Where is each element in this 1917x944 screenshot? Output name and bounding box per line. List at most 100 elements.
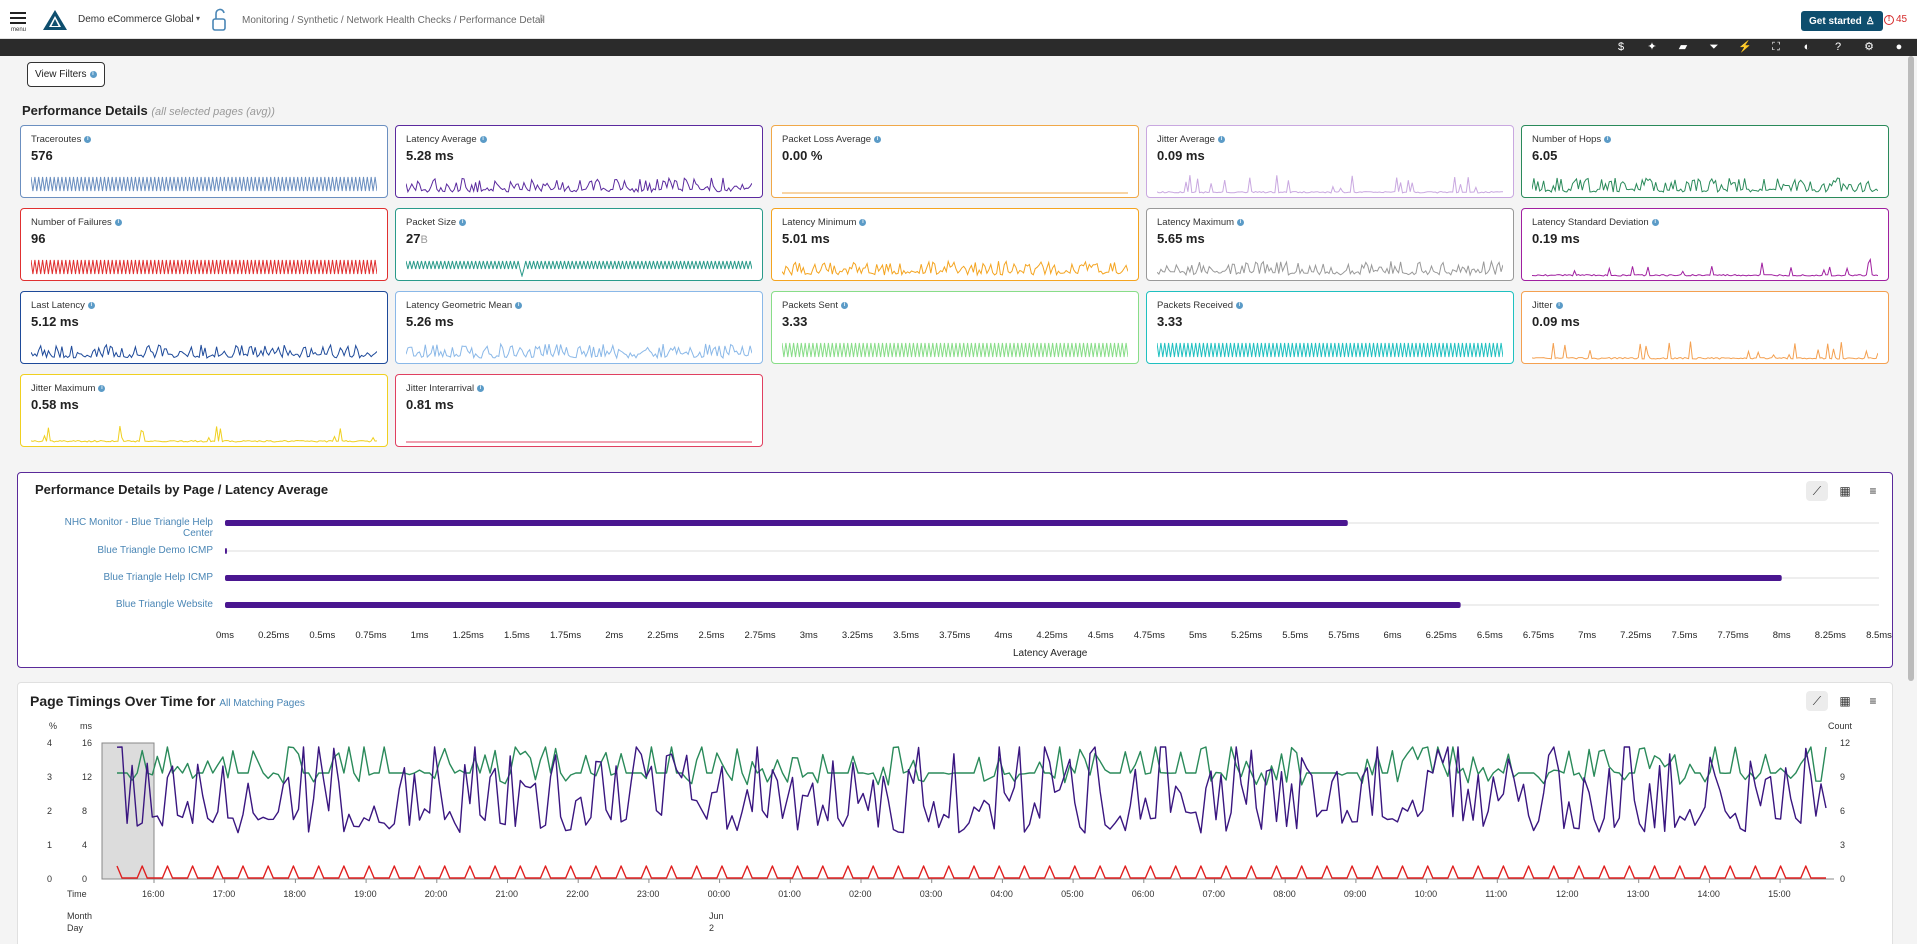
- fullscreen-icon[interactable]: ⛶: [1772, 41, 1780, 53]
- info-icon[interactable]: i: [859, 219, 867, 226]
- timings-series-line[interactable]: [117, 746, 1827, 786]
- metric-label-text: Traceroutes: [31, 134, 82, 145]
- info-icon[interactable]: i: [98, 385, 106, 392]
- info-icon[interactable]: i: [479, 136, 487, 143]
- timings-series-line[interactable]: [116, 746, 1827, 834]
- view-filters-button[interactable]: View Filters i: [27, 62, 105, 87]
- info-icon[interactable]: i: [874, 136, 882, 143]
- metric-card[interactable]: Jitter Interarrival i 0.81 ms: [395, 374, 763, 447]
- user-icon[interactable]: ●: [1895, 41, 1903, 53]
- x-tick-label: 8.5ms: [1866, 630, 1892, 641]
- bar[interactable]: [225, 548, 227, 554]
- metric-card[interactable]: Latency Minimum i 5.01 ms: [771, 208, 1139, 281]
- info-icon[interactable]: i: [87, 302, 95, 309]
- metric-card[interactable]: Packet Loss Average i 0.00 %: [771, 125, 1139, 198]
- menu-button[interactable]: menu: [8, 10, 30, 34]
- bar-category-label[interactable]: Blue Triangle Help ICMP: [103, 572, 214, 583]
- bar-category-label[interactable]: Blue Triangle Demo ICMP: [97, 545, 213, 556]
- filter-icon[interactable]: ⏷: [1709, 41, 1719, 53]
- metric-label: Latency Standard Deviation i: [1532, 217, 1659, 228]
- bar-category-label[interactable]: NHC Monitor - Blue Triangle Help Center: [64, 517, 213, 539]
- metric-card[interactable]: Latency Standard Deviation i 0.19 ms: [1521, 208, 1889, 281]
- metric-card[interactable]: Packets Sent i 3.33: [771, 291, 1139, 364]
- metric-card[interactable]: Jitter Maximum i 0.58 ms: [20, 374, 388, 447]
- metric-label-text: Latency Geometric Mean: [406, 300, 513, 311]
- metric-unit: B: [420, 234, 428, 246]
- breadcrumb[interactable]: Monitoring / Synthetic / Network Health …: [242, 15, 545, 26]
- help-icon[interactable]: ?: [1834, 41, 1842, 53]
- menu-label: menu: [11, 27, 27, 33]
- alerts-indicator[interactable]: ! 45: [1884, 14, 1907, 25]
- metric-card[interactable]: Latency Average i 5.28 ms: [395, 125, 763, 198]
- gear-icon[interactable]: ⚙: [1864, 41, 1874, 53]
- metric-label: Jitter Average i: [1157, 134, 1225, 145]
- info-icon[interactable]: i: [1604, 136, 1612, 143]
- chat-icon[interactable]: ▰: [1678, 41, 1688, 53]
- metric-card[interactable]: Jitter i 0.09 ms: [1521, 291, 1889, 364]
- time-tick: 21:00: [495, 889, 519, 899]
- sparkle-icon[interactable]: ✦: [1647, 41, 1657, 53]
- count-tick: 3: [1840, 840, 1846, 850]
- info-icon[interactable]: i: [1236, 302, 1244, 309]
- pin-icon[interactable]: ⇩: [537, 14, 546, 25]
- contrast-icon[interactable]: ◐: [1803, 41, 1811, 53]
- metric-card[interactable]: Jitter Average i 0.09 ms: [1146, 125, 1514, 198]
- info-icon[interactable]: i: [1217, 136, 1225, 143]
- metric-card[interactable]: Last Latency i 5.12 ms: [20, 291, 388, 364]
- info-icon[interactable]: i: [1651, 219, 1659, 226]
- metric-card[interactable]: Number of Failures i 96: [20, 208, 388, 281]
- sparkline-path: [1532, 177, 1878, 193]
- metric-card[interactable]: Traceroutes i 576: [20, 125, 388, 198]
- info-icon: i: [89, 71, 97, 78]
- bar[interactable]: [225, 602, 1461, 608]
- metric-value-text: 0.00 %: [782, 148, 823, 163]
- info-icon[interactable]: i: [84, 136, 92, 143]
- timings-line-chart: [101, 742, 1834, 883]
- time-tick: 01:00: [778, 889, 801, 899]
- dollar-icon[interactable]: $: [1617, 41, 1625, 53]
- day-value: 2: [709, 923, 715, 933]
- line-chart-icon[interactable]: ⟋: [1806, 481, 1828, 501]
- all-matching-pages-link[interactable]: All Matching Pages: [219, 698, 305, 709]
- page-scrollbar[interactable]: [1908, 56, 1914, 681]
- chevron-down-icon[interactable]: ▾: [196, 14, 201, 23]
- list-menu-icon[interactable]: ≡: [1869, 694, 1877, 708]
- ms-tick: 16: [82, 738, 93, 748]
- metric-label: Number of Hops i: [1532, 134, 1612, 145]
- time-tick: 05:00: [1061, 889, 1084, 899]
- org-selector[interactable]: Demo eCommerce Global: [78, 14, 194, 25]
- list-menu-icon[interactable]: ≡: [1869, 484, 1877, 498]
- get-started-button[interactable]: Get started ♙: [1801, 11, 1883, 31]
- timings-series-line[interactable]: [116, 865, 1826, 879]
- metric-card[interactable]: Packets Received i 3.33: [1146, 291, 1514, 364]
- info-icon[interactable]: i: [840, 302, 848, 309]
- metric-card[interactable]: Packet Size i 27B: [395, 208, 763, 281]
- info-icon[interactable]: i: [515, 302, 523, 309]
- blue-triangle-logo-icon[interactable]: [42, 9, 68, 31]
- metric-card[interactable]: Latency Maximum i 5.65 ms: [1146, 208, 1514, 281]
- line-chart-icon[interactable]: ⟋: [1806, 691, 1828, 711]
- bar[interactable]: [225, 520, 1348, 526]
- info-icon[interactable]: i: [459, 219, 467, 226]
- time-tick: 12:00: [1556, 889, 1579, 899]
- info-icon[interactable]: i: [1555, 302, 1563, 309]
- table-icon[interactable]: ▦: [1839, 484, 1851, 498]
- month-value: Jun: [709, 911, 724, 921]
- table-icon[interactable]: ▦: [1839, 694, 1851, 708]
- pct-tick: 2: [47, 806, 53, 816]
- info-icon[interactable]: i: [1237, 219, 1245, 226]
- metric-card[interactable]: Latency Geometric Mean i 5.26 ms: [395, 291, 763, 364]
- pct-tick: 1: [47, 840, 53, 850]
- unlock-icon[interactable]: [209, 8, 229, 32]
- metric-value-text: 5.26 ms: [406, 314, 454, 329]
- info-icon[interactable]: i: [114, 219, 122, 226]
- metric-card[interactable]: Number of Hops i 6.05: [1521, 125, 1889, 198]
- metric-value-text: 0.81 ms: [406, 397, 454, 412]
- pct-tick: 3: [47, 772, 53, 782]
- x-tick-label: 0.75ms: [355, 630, 387, 641]
- bar[interactable]: [225, 575, 1782, 581]
- info-icon[interactable]: i: [477, 385, 485, 392]
- view-filters-label: View Filters: [35, 69, 87, 80]
- lightning-icon[interactable]: ⚡: [1738, 41, 1752, 53]
- bar-category-label[interactable]: Blue Triangle Website: [115, 599, 213, 610]
